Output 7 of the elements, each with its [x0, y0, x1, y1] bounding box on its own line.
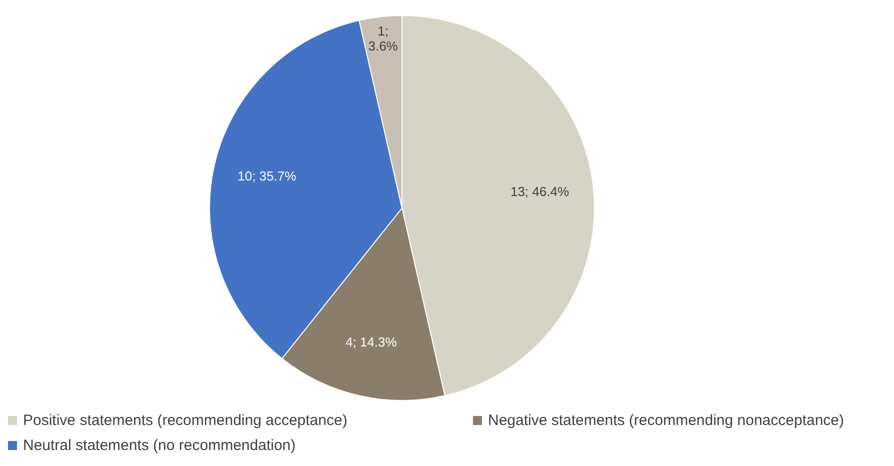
data-label: 13; 46.4%: [510, 184, 570, 200]
legend-label: Positive statements (recommending acceptance): [23, 412, 348, 429]
data-label: 1; 3.6%: [368, 24, 398, 54]
legend-label: Negative statements (recommending nonacceptance): [488, 412, 844, 429]
legend-label: Neutral statements (no recommendation): [23, 437, 296, 454]
data-label: 10; 35.7%: [238, 168, 297, 184]
data-label: 4; 14.3%: [345, 334, 398, 350]
